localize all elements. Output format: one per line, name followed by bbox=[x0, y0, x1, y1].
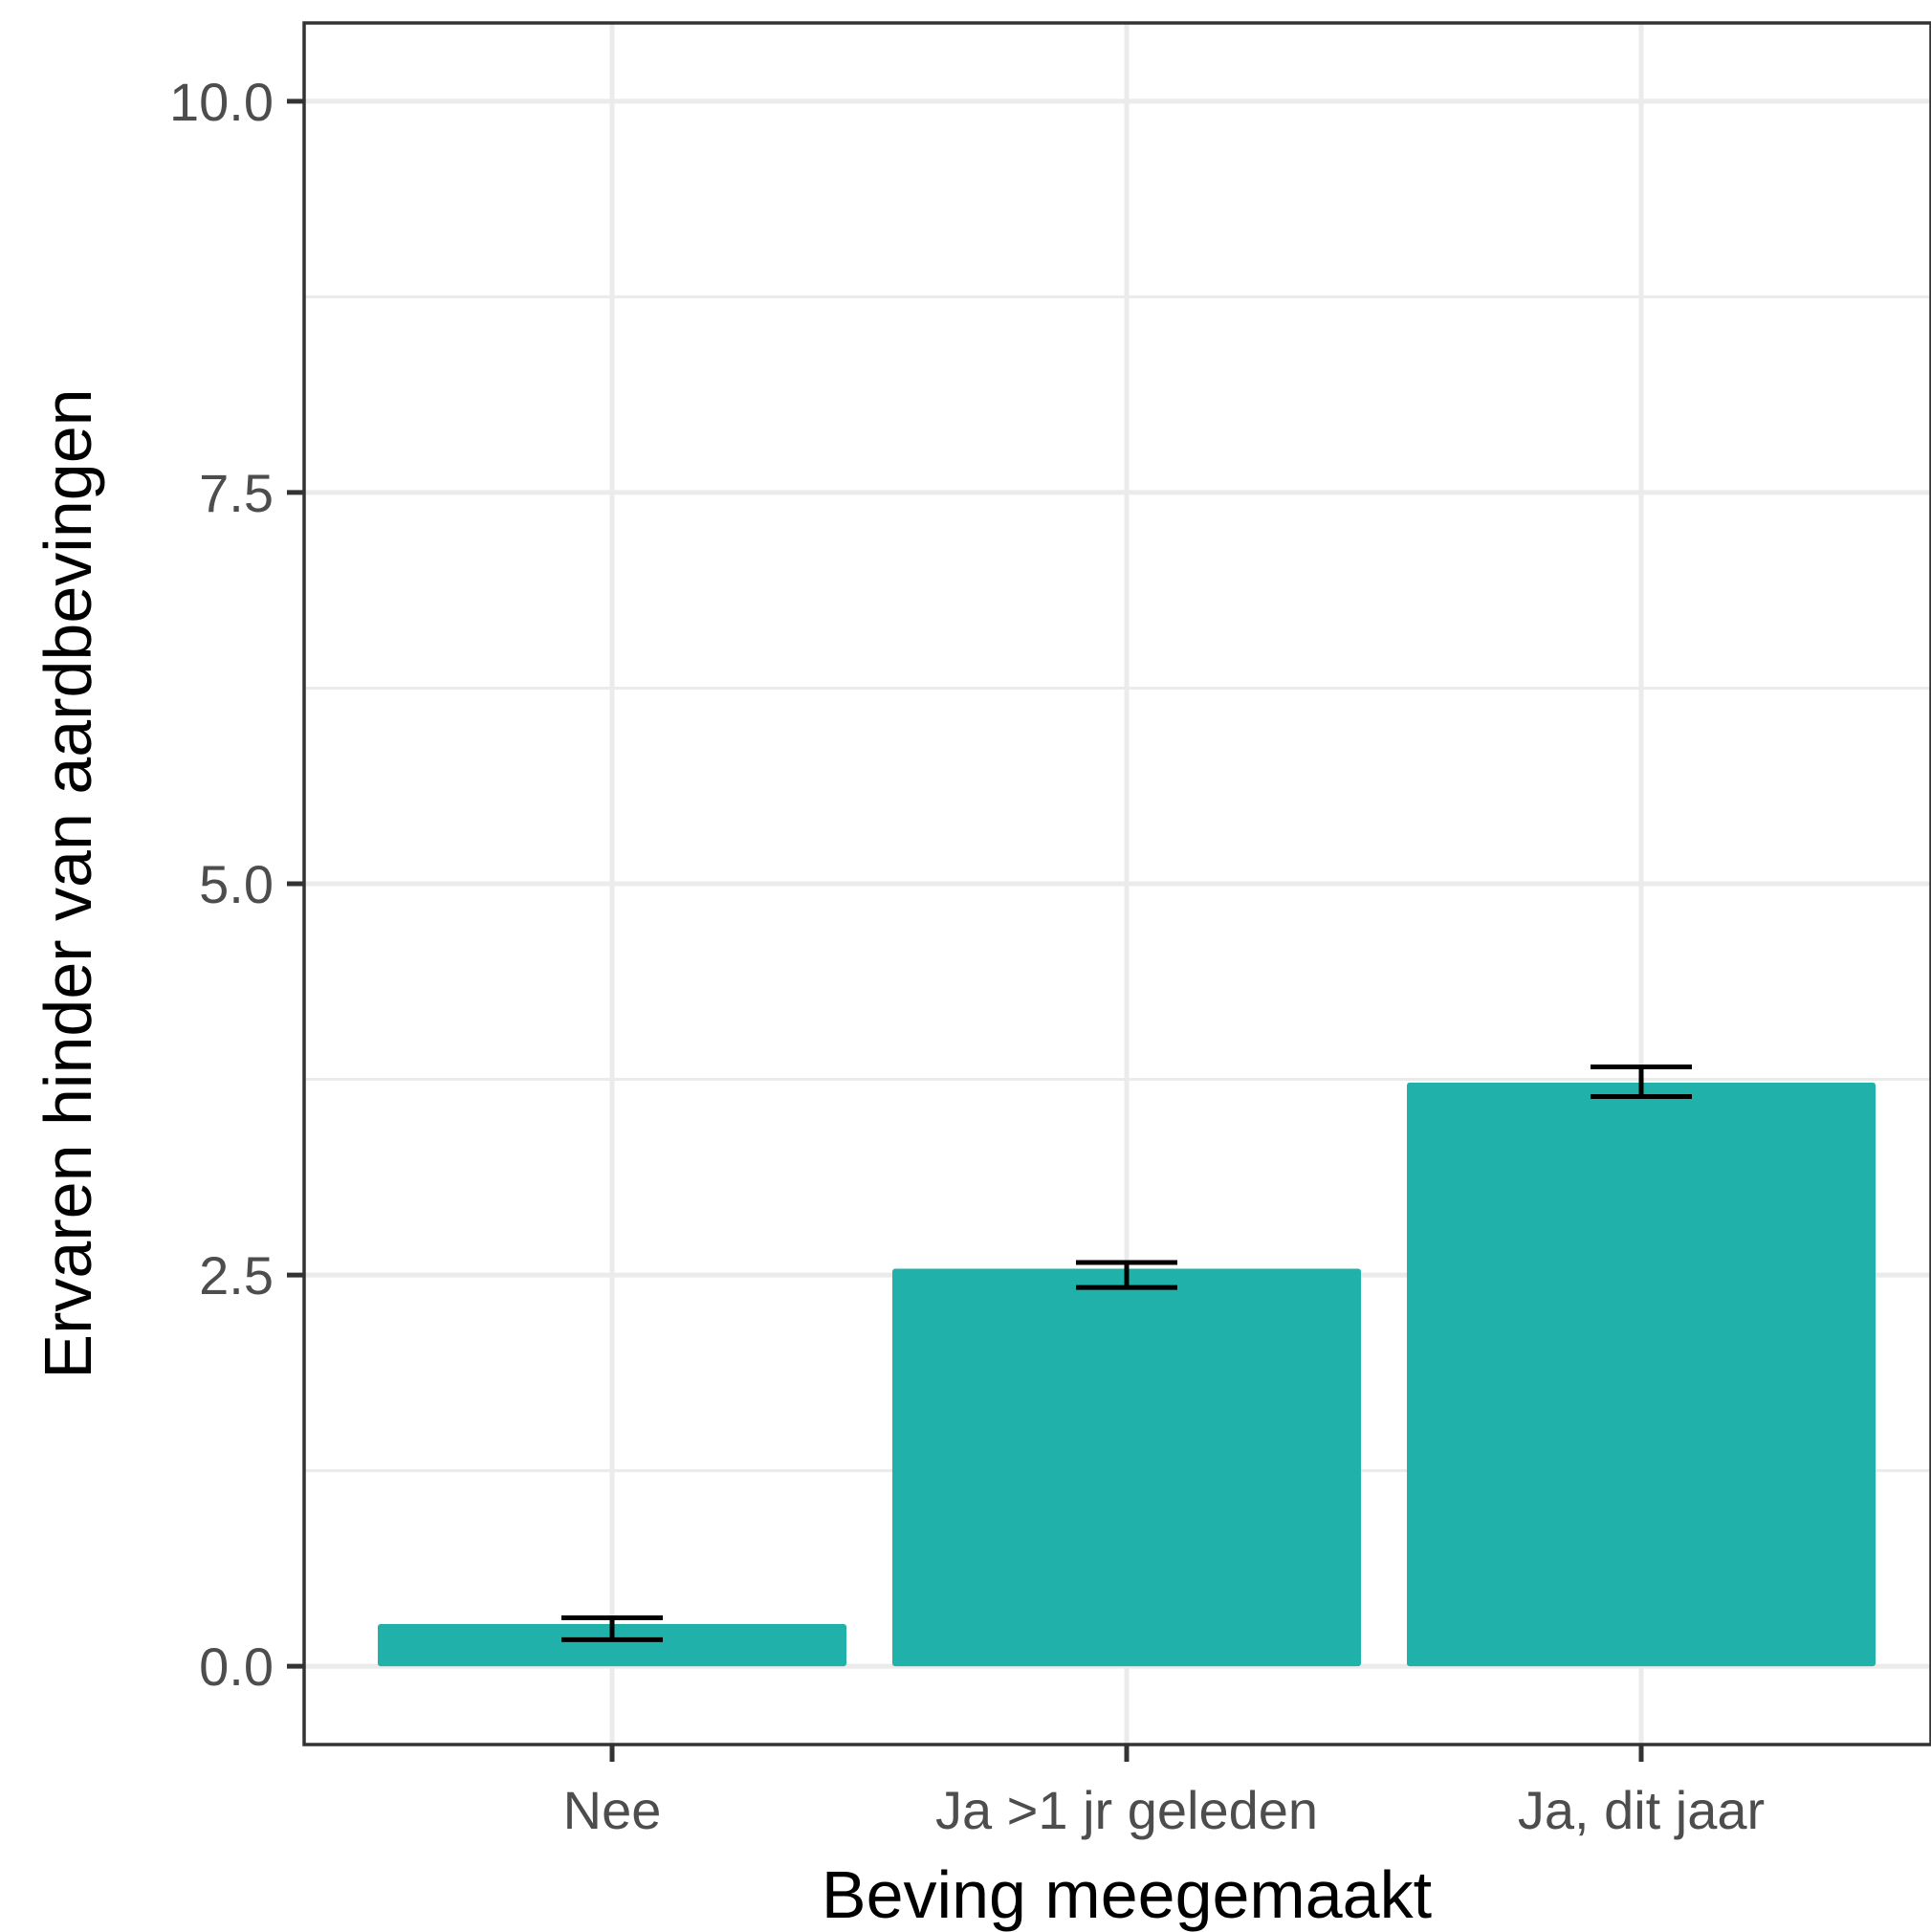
y-tick-label: 5.0 bbox=[199, 854, 274, 914]
bar bbox=[1407, 1082, 1876, 1667]
error-bar bbox=[1076, 1260, 1177, 1290]
axis-layer: 0.0 2.5 5.0 7.5 10.0 Nee Ja >1 jr geleden Ja, d… bbox=[169, 72, 1765, 1840]
bar bbox=[892, 1268, 1361, 1667]
error-bar bbox=[1591, 1064, 1692, 1100]
y-tick-label: 7.5 bbox=[199, 463, 274, 523]
bar bbox=[378, 1624, 846, 1667]
y-tick-label: 0.0 bbox=[199, 1636, 274, 1697]
x-axis-title: Beving meegemaakt bbox=[822, 1857, 1432, 1932]
error-bar-layer bbox=[561, 1064, 1692, 1642]
x-tick-label: Ja >1 jr geleden bbox=[935, 1780, 1318, 1840]
error-bar bbox=[561, 1614, 663, 1642]
y-tick-label: 2.5 bbox=[199, 1245, 274, 1306]
x-tick-label: Nee bbox=[563, 1780, 662, 1840]
bars-layer bbox=[378, 1082, 1876, 1667]
y-tick-label: 10.0 bbox=[169, 72, 274, 132]
y-axis-title: Ervaren hinder van aardbevingen bbox=[31, 388, 105, 1378]
x-tick-label: Ja, dit jaar bbox=[1518, 1780, 1765, 1840]
